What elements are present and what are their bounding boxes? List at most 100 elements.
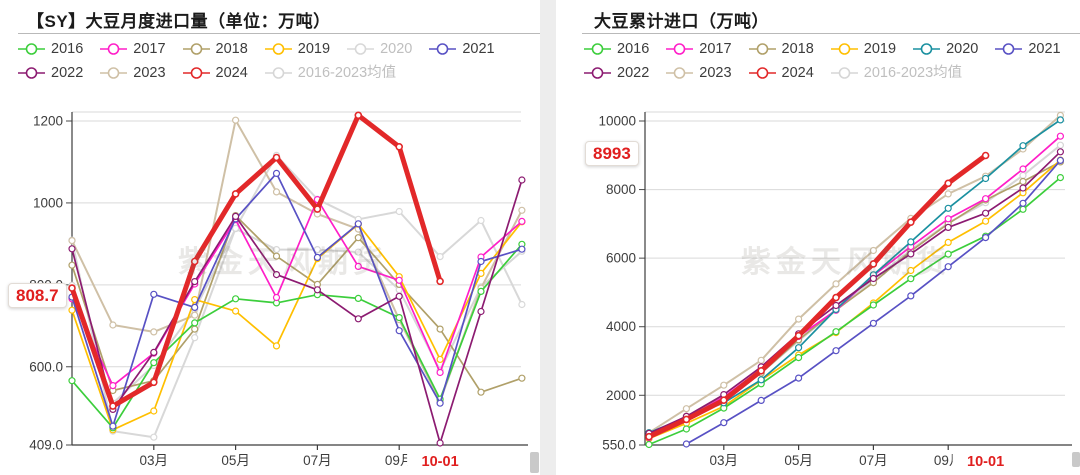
- legend-item-2018[interactable]: 2018: [748, 37, 814, 61]
- legend-item-2022[interactable]: 2022: [18, 61, 83, 85]
- legend-label: 2022: [617, 65, 650, 81]
- legend-line-marker-icon: [100, 43, 128, 55]
- legend-label: 2024: [781, 65, 814, 81]
- svg-text:8000: 8000: [606, 182, 636, 197]
- series-2023: [68, 116, 526, 405]
- legend-line-marker-icon: [748, 67, 776, 79]
- series-2021: [68, 169, 526, 430]
- legend-item-2023[interactable]: 2023: [666, 61, 732, 85]
- legend-item-2019[interactable]: 2019: [830, 37, 897, 61]
- latest-value-badge: 808.7: [8, 283, 67, 308]
- legend-line-marker-icon: [18, 67, 45, 79]
- legend-line-marker-icon: [429, 43, 457, 55]
- series-2024: [645, 151, 990, 441]
- svg-text:07月: 07月: [859, 453, 888, 468]
- legend-item-2021[interactable]: 2021: [995, 37, 1061, 61]
- page-title: 大豆累计进口（万吨）: [594, 12, 769, 31]
- legend-item-2019[interactable]: 2019: [264, 37, 330, 61]
- series-2020: [68, 151, 526, 441]
- legend-line-marker-icon: [584, 43, 611, 55]
- legend-item-2020[interactable]: 2020: [347, 37, 412, 61]
- cumulative-import-chart-panel: 大豆累计进口（万吨） 2016 2017 2018 2019 2020 2021 2022 2…: [556, 0, 1080, 475]
- legend-line-marker-icon: [18, 43, 45, 55]
- title-divider: [18, 33, 540, 34]
- highlight-date-mask: [952, 451, 1019, 471]
- legend-label: 2017: [699, 41, 732, 57]
- monthly-import-chart-panel: 【SY】大豆月度进口量（单位：万吨） 2016 2017 2018 2019 2020 2…: [8, 12, 540, 471]
- legend-line-marker-icon: [264, 67, 292, 79]
- legend-label: 2018: [781, 41, 814, 57]
- svg-text:2000: 2000: [606, 388, 636, 403]
- series-2022: [68, 176, 526, 447]
- legend-item-2022[interactable]: 2022: [584, 61, 649, 85]
- legend-label: 2021: [462, 41, 495, 57]
- legend-label: 2020: [380, 41, 413, 57]
- chart-legend: 2016 2017 2018 2019 2020 2021 2022 2023 2024 2016…: [18, 37, 512, 85]
- legend-label: 2017: [133, 41, 166, 57]
- scrollbar-thumb[interactable]: [1072, 452, 1080, 467]
- svg-text:600.0: 600.0: [29, 359, 63, 374]
- series-2018: [645, 158, 1064, 439]
- panel-divider: [540, 0, 556, 475]
- title-divider: [582, 33, 1080, 34]
- legend-line-marker-icon: [830, 67, 858, 79]
- legend-label: 2023: [133, 65, 166, 81]
- legend-item-2020[interactable]: 2020: [913, 37, 978, 61]
- series-2019: [645, 156, 1064, 443]
- series-2024: [68, 111, 444, 410]
- legend-item-2021[interactable]: 2021: [429, 37, 495, 61]
- legend-item-2016[interactable]: 2016: [18, 37, 83, 61]
- legend-line-marker-icon: [748, 43, 776, 55]
- page-title: 【SY】大豆月度进口量（单位：万吨）: [27, 12, 331, 31]
- legend-label: 2020: [946, 41, 979, 57]
- legend-item-2016-2023均值[interactable]: 2016-2023均值: [830, 61, 963, 85]
- svg-text:09月: 09月: [385, 453, 414, 468]
- legend-line-marker-icon: [666, 43, 694, 55]
- legend-line-marker-icon: [182, 43, 210, 55]
- x-axis-ticks: 03月 05月 07月 09月: [140, 445, 414, 468]
- legend-item-2024[interactable]: 2024: [182, 61, 248, 85]
- legend-item-2017[interactable]: 2017: [100, 37, 166, 61]
- x-axis-ticks: 03月 05月 07月 09月: [710, 445, 962, 468]
- legend-item-2017[interactable]: 2017: [666, 37, 732, 61]
- svg-text:1000: 1000: [33, 195, 63, 210]
- svg-text:10000: 10000: [598, 114, 636, 129]
- legend-line-marker-icon: [995, 43, 1023, 55]
- svg-text:550.0: 550.0: [602, 438, 636, 453]
- legend-line-marker-icon: [913, 43, 941, 55]
- highlight-date-mask: [407, 451, 474, 471]
- legend-item-2023[interactable]: 2023: [100, 61, 166, 85]
- legend-label: 2018: [215, 41, 248, 57]
- legend-label: 2016-2023均值: [863, 65, 963, 81]
- highlight-date-label: 10-01: [422, 454, 459, 470]
- series-2021: [682, 156, 1064, 448]
- legend-item-2018[interactable]: 2018: [182, 37, 248, 61]
- legend-line-marker-icon: [584, 67, 611, 79]
- legend-label: 2021: [1028, 41, 1061, 57]
- legend-item-2016-2023均值[interactable]: 2016-2023均值: [264, 61, 396, 85]
- series-2023: [645, 111, 1064, 437]
- series-2020: [645, 116, 1064, 437]
- legend-label: 2022: [51, 65, 84, 81]
- series-2017: [68, 195, 526, 390]
- svg-text:4000: 4000: [606, 319, 636, 334]
- highlight-date-label: 10-01: [967, 454, 1004, 470]
- legend-label: 2016: [617, 41, 650, 57]
- svg-text:03月: 03月: [710, 453, 739, 468]
- legend-item-2016[interactable]: 2016: [584, 37, 649, 61]
- svg-text:05月: 05月: [784, 453, 813, 468]
- scrollbar-thumb[interactable]: [530, 452, 539, 473]
- legend-item-2024[interactable]: 2024: [748, 61, 814, 85]
- svg-text:03月: 03月: [140, 453, 169, 468]
- series-2016-2023均值: [68, 225, 526, 407]
- legend-line-marker-icon: [830, 43, 858, 55]
- legend-label: 2024: [215, 65, 248, 81]
- latest-value-badge: 8993: [585, 141, 639, 166]
- legend-label: 2023: [699, 65, 732, 81]
- legend-line-marker-icon: [264, 43, 292, 55]
- legend-line-marker-icon: [666, 67, 694, 79]
- svg-text:6000: 6000: [606, 251, 636, 266]
- legend-label: 2019: [863, 41, 897, 57]
